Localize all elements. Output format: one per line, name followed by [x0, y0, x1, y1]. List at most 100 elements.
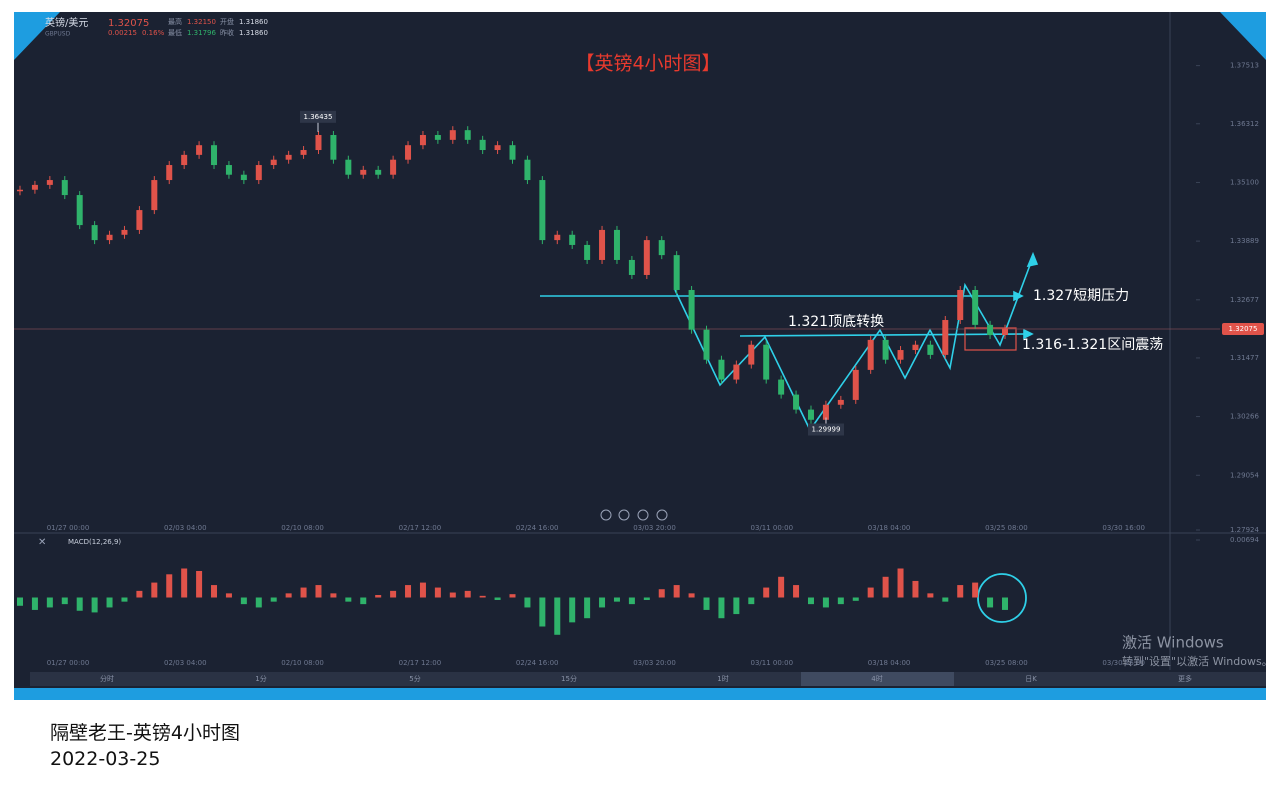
macd-bar — [673, 585, 680, 598]
candle — [405, 145, 412, 160]
watermark-title: 激活 Windows — [1122, 634, 1224, 652]
macd-bar — [390, 590, 397, 598]
panel-bg — [14, 12, 1266, 700]
candle — [539, 180, 546, 241]
macd-bar — [942, 597, 949, 602]
macd-bar — [151, 582, 158, 598]
zoom-controls[interactable] — [600, 509, 668, 521]
candle — [330, 135, 337, 160]
code: GBPUSD — [45, 31, 71, 38]
candle — [524, 159, 531, 181]
macd-bar — [539, 597, 546, 627]
macd-bar — [106, 597, 113, 608]
candle — [300, 150, 307, 155]
macd-bar — [882, 576, 889, 598]
timeframe-button[interactable]: 15分 — [561, 674, 577, 683]
candle — [912, 344, 919, 351]
y-tick-label: 1.27924 — [1230, 526, 1259, 534]
macd-bar — [315, 585, 322, 598]
macd-bar — [121, 597, 128, 602]
macd-bar — [524, 597, 531, 608]
candle — [613, 229, 620, 260]
candle — [449, 130, 456, 140]
timeframe-button[interactable]: 分时 — [100, 674, 114, 683]
x-tick-label: 01/27 00:00 — [47, 659, 90, 667]
x-tick-label: 03/25 08:00 — [985, 524, 1028, 532]
value: 1.32150 — [187, 18, 216, 26]
macd-bar — [225, 593, 232, 598]
candle — [748, 344, 755, 365]
timeframe-button[interactable]: 1时 — [717, 674, 728, 683]
macd-bar — [658, 589, 665, 598]
macd-bar — [867, 587, 874, 598]
macd-bar — [733, 597, 740, 615]
label-box — [808, 423, 844, 436]
candle — [285, 154, 292, 160]
macd-bar — [927, 593, 934, 598]
candle — [778, 379, 785, 395]
candle — [121, 229, 128, 235]
blue-bar — [14, 688, 1266, 700]
candle — [852, 369, 859, 400]
macd-bar — [405, 585, 412, 598]
timeframe-button[interactable]: 更多 — [1178, 674, 1192, 683]
macd-bar — [793, 585, 800, 598]
x-tick-label: 02/03 04:00 — [164, 659, 207, 667]
macd-bar — [628, 597, 635, 605]
corner — [1220, 12, 1266, 60]
macd-bar — [255, 597, 262, 608]
macd-bar — [61, 597, 68, 605]
value: 1.31860 — [239, 18, 268, 26]
candle — [151, 180, 158, 211]
macd-bar — [569, 597, 576, 623]
macd-bar — [449, 592, 456, 598]
candle — [703, 329, 710, 360]
timeframe-button[interactable]: 4时 — [871, 674, 882, 683]
candle — [718, 359, 725, 380]
macd-bar — [509, 594, 516, 598]
macd-bar — [778, 576, 785, 598]
x-tick-label: 02/10 08:00 — [281, 659, 324, 667]
candle — [225, 165, 232, 175]
timeframe-button[interactable]: 日K — [1025, 675, 1037, 683]
annotation: 1.327短期压力 — [1033, 288, 1129, 304]
candle — [972, 289, 979, 325]
y-tick-label: 1.36312 — [1230, 120, 1259, 128]
timeframe-button[interactable]: 1分 — [255, 674, 266, 683]
x-tick-label: 03/03 20:00 — [633, 524, 676, 532]
x-tick-label: 02/24 16:00 — [516, 659, 559, 667]
candle — [196, 145, 203, 155]
macd-bar — [360, 597, 367, 605]
macd-bar — [643, 597, 650, 600]
low-label: 1.29999 — [812, 426, 841, 434]
candle — [569, 234, 576, 245]
watermark-text: 转到"设置"以激活 Windows。 — [1122, 654, 1273, 668]
candle — [106, 234, 113, 241]
y-tick-label: 1.29054 — [1230, 471, 1259, 479]
label: 最低 — [168, 28, 182, 37]
y-tick-label: 1.37513 — [1230, 62, 1259, 70]
macd-bar — [688, 593, 695, 598]
candle — [658, 240, 665, 256]
macd-circle — [977, 573, 1027, 623]
macd-bar — [897, 568, 904, 598]
macd-bar — [807, 597, 814, 605]
timeframe-button[interactable]: 5分 — [409, 674, 420, 683]
x-tick-label: 01/27 00:00 — [47, 524, 90, 532]
macd-bar — [1002, 597, 1008, 610]
macd-bar — [211, 585, 218, 598]
y-tick-label: 1.32677 — [1230, 296, 1259, 304]
macd-bar — [912, 580, 919, 598]
macd-bar — [718, 597, 725, 619]
y-tick-label: 1.31477 — [1230, 354, 1259, 362]
macd-bar — [375, 595, 382, 598]
macd-bar — [987, 597, 994, 608]
price-tag — [1222, 322, 1264, 335]
candle — [584, 244, 591, 260]
x-tick-label: 02/03 04:00 — [164, 524, 207, 532]
close-icon[interactable]: ✕ — [38, 537, 46, 548]
y-tick-label: 1.30266 — [1230, 413, 1259, 421]
candle — [211, 145, 218, 166]
candle — [599, 229, 606, 260]
